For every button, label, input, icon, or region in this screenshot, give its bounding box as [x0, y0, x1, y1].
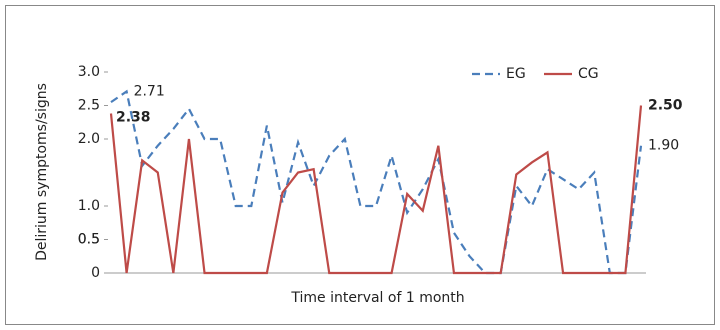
- data-label: 1.90: [648, 138, 679, 154]
- y-tick-label: 1.0: [78, 198, 100, 214]
- y-tick-label: 3.0: [78, 64, 100, 80]
- series-line: [109, 105, 643, 275]
- y-tick-label: 2.5: [78, 98, 100, 114]
- y-tick-label: 0.5: [78, 232, 100, 248]
- data-label: 2.38: [116, 110, 151, 126]
- legend-label: EG: [506, 66, 526, 82]
- y-tick-label: 2.0: [78, 131, 100, 147]
- x-axis-label: Time interval of 1 month: [290, 290, 464, 306]
- frame: [5, 5, 715, 325]
- y-tick-label: 0: [91, 265, 100, 281]
- data-label: 2.71: [134, 83, 165, 99]
- y-tick-label: 0.5: [78, 232, 100, 248]
- legend-label: CG: [578, 66, 599, 82]
- data-label: 2.50: [648, 98, 683, 114]
- y-axis-label: Delirium symptoms/signs: [34, 83, 50, 261]
- series-line: [110, 89, 643, 275]
